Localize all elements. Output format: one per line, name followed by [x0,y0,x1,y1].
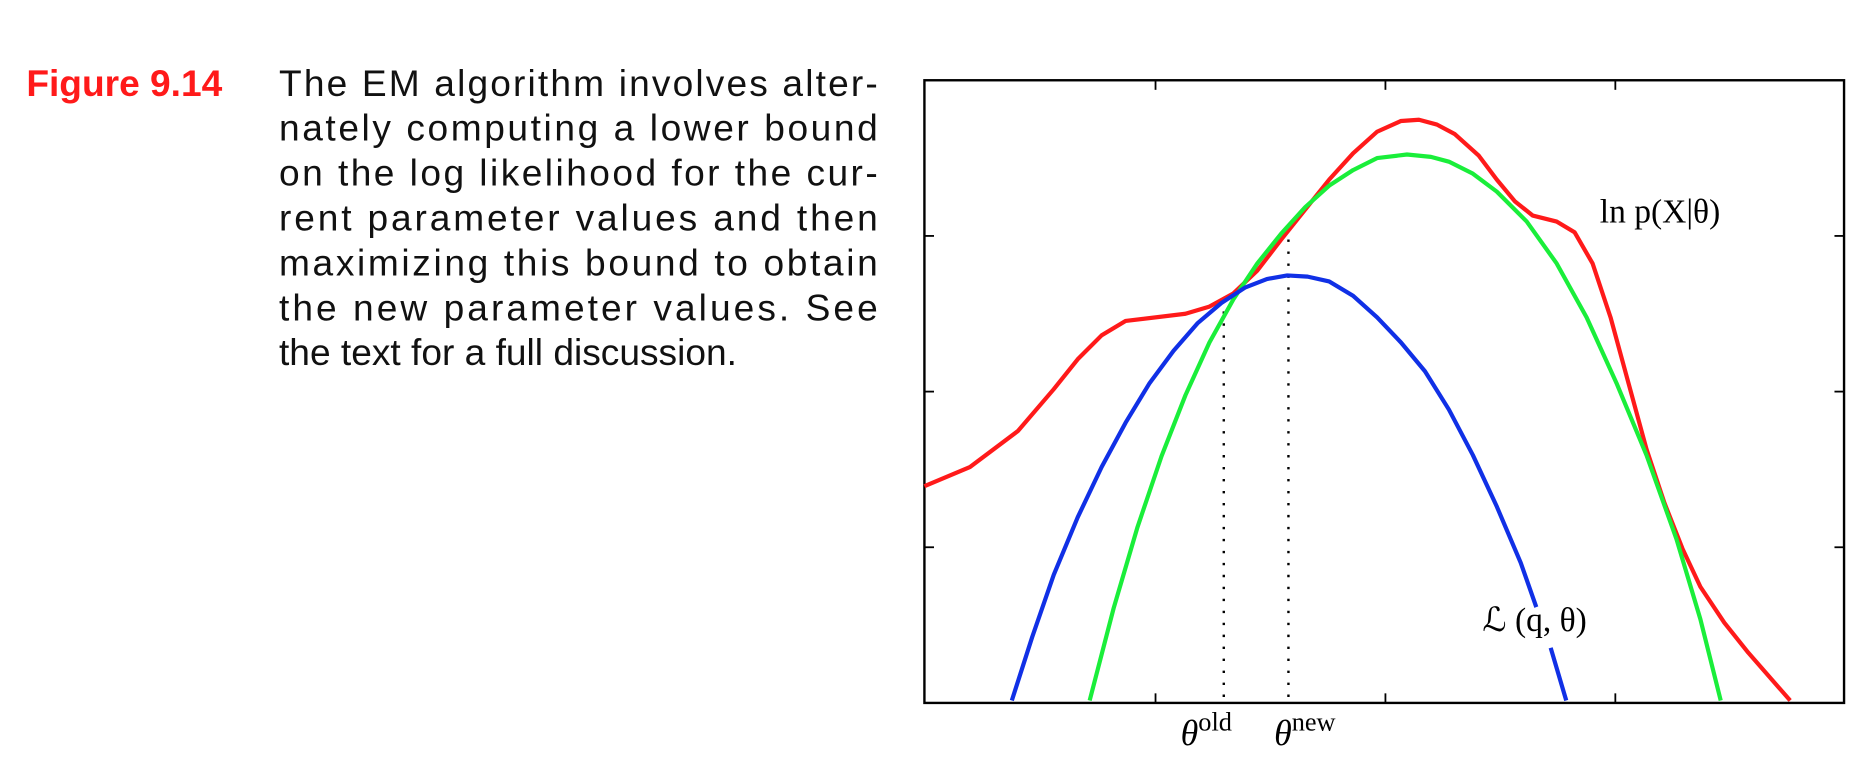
caption-line: maximizing this bound to obtain [279,241,878,283]
theta-guides [1222,239,1290,703]
plot-frame [923,79,1846,705]
caption-line: on the log likelihood for the cur- [279,152,878,194]
lower-bound-label: ℒ (q, θ) [1482,602,1586,639]
log-likelihood-label: ln p(X|θ) [1600,194,1721,231]
ticks [924,80,1845,703]
caption-line: the new parameter values. See [279,286,878,328]
superscript: new [1292,707,1336,736]
lower-bound-curve [1548,647,1569,702]
caption-line: The EM algorithm involves alter- [279,62,878,104]
caption-line: the text for a full discussion. [279,331,737,373]
caption-line: rent parameter values and then [279,197,878,239]
caption: The EM algorithm involves alter-nately c… [279,62,878,373]
caption-line: nately computing a lower bound [279,107,878,149]
lower-bound-curve [1009,273,1539,702]
theta-old-label: θold [1181,707,1232,752]
theta-new-label: θnew [1274,707,1336,752]
new-bound-curve [1087,152,1723,702]
theta-symbol: θ [1274,713,1292,753]
figure-label: Figure 9.14 [26,62,222,104]
theta-symbol: θ [1181,713,1199,753]
plot: ln p(X|θ) ℒ (q, θ) θold θnew [923,79,1846,753]
superscript: old [1198,707,1232,736]
